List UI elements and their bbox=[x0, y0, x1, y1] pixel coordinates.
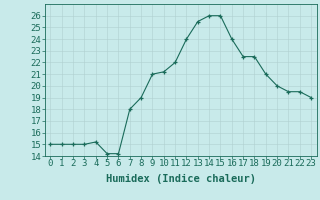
X-axis label: Humidex (Indice chaleur): Humidex (Indice chaleur) bbox=[106, 174, 256, 184]
